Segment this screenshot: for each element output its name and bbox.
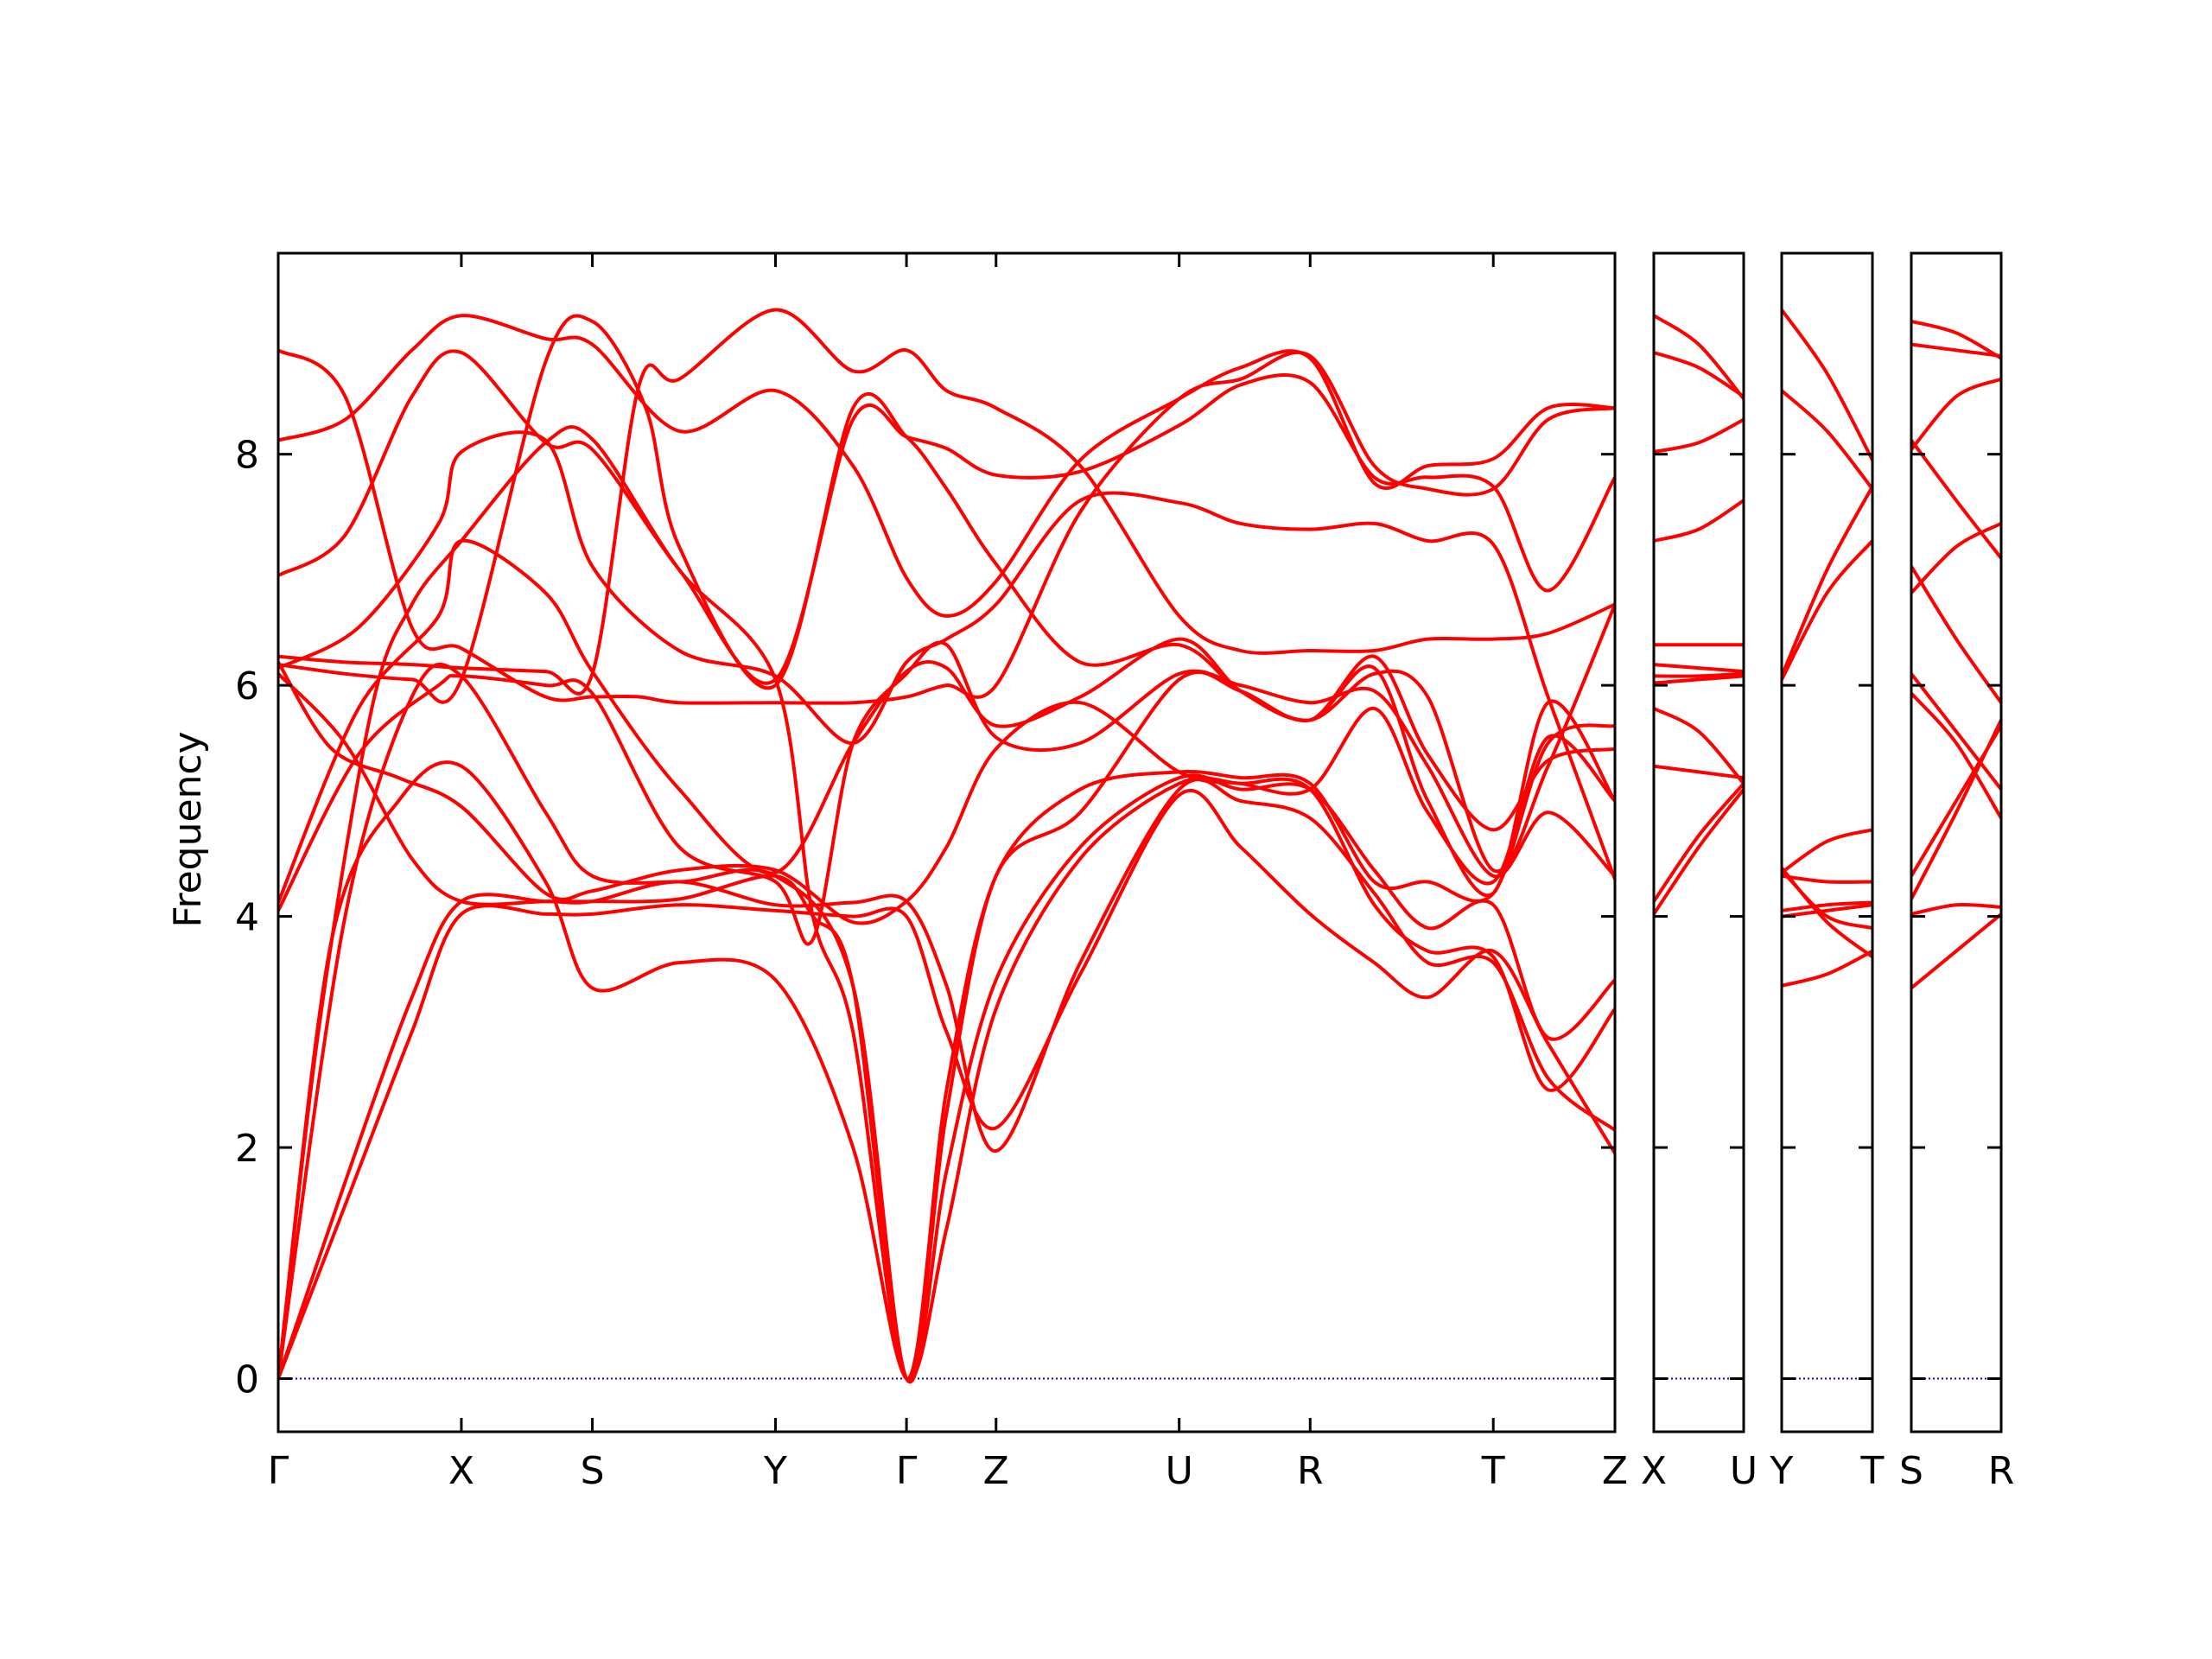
panel-1: 0 2 4 6 8 Γ X S Y Γ Z U R T Z xyxy=(235,251,1628,1493)
band-line-7 xyxy=(1782,867,1872,958)
x-tick-label: X xyxy=(448,1449,474,1493)
band-line-8 xyxy=(1782,539,1872,681)
x-tick-label: Z xyxy=(1602,1449,1628,1493)
band-line-13 xyxy=(278,348,1615,705)
band-line-1 xyxy=(1782,949,1872,988)
axes-frame xyxy=(1910,251,2003,1433)
band-line-14 xyxy=(278,308,1615,696)
band-line-10 xyxy=(1654,417,1744,454)
band-line-11 xyxy=(1782,308,1872,461)
x-tick-label: U xyxy=(1730,1449,1758,1493)
x-tick-label: Z xyxy=(983,1449,1009,1493)
band-line-11 xyxy=(1654,351,1744,398)
x-tick-label: X xyxy=(1641,1449,1667,1493)
y-tick-label: 0 xyxy=(235,1357,259,1402)
band-group xyxy=(1782,308,1872,988)
band-line-5 xyxy=(1654,674,1744,685)
x-tick-label: R xyxy=(1988,1449,2015,1493)
band-group xyxy=(278,308,1615,1384)
band-line-9 xyxy=(1911,377,2001,451)
band-line-2 xyxy=(278,778,1615,1380)
band-line-4 xyxy=(1782,874,1872,884)
band-line-5 xyxy=(1782,828,1872,874)
band-line-9 xyxy=(278,538,1615,904)
band-line-11 xyxy=(1911,342,2001,358)
axes-frame xyxy=(1780,251,1874,1433)
band-line-9 xyxy=(1654,499,1744,543)
y-tick-label: 8 xyxy=(235,434,259,478)
band-line-6 xyxy=(1654,671,1744,678)
x-tick-label: Y xyxy=(763,1449,787,1493)
band-line-10 xyxy=(1782,389,1872,491)
y-tick-label: 4 xyxy=(235,896,259,940)
band-line-1 xyxy=(1654,788,1744,916)
band-line-3 xyxy=(278,760,1615,1382)
band-line-3 xyxy=(1654,764,1744,780)
band-line-5 xyxy=(1911,692,2001,819)
band-line-10 xyxy=(1911,439,2001,560)
band-line-7 xyxy=(1911,522,2001,594)
band-line-15 xyxy=(278,314,1615,874)
band-line-12 xyxy=(1911,319,2001,360)
y-tick-label: 2 xyxy=(235,1127,259,1171)
band-line-10 xyxy=(278,430,1615,880)
band-line-8 xyxy=(1911,565,2001,704)
band-line-6 xyxy=(1911,672,2001,791)
x-tick-label: R xyxy=(1297,1449,1324,1493)
band-line-12 xyxy=(278,314,1615,618)
axes-frame xyxy=(1652,251,1745,1433)
band-line-2 xyxy=(1654,782,1744,903)
y-tick-label: 6 xyxy=(235,664,259,709)
x-tick-label: T xyxy=(1481,1449,1505,1493)
band-line-4 xyxy=(278,662,1615,1384)
x-tick-label: Γ xyxy=(896,1449,918,1493)
band-line-1 xyxy=(1911,912,2001,990)
x-tick-label: T xyxy=(1860,1449,1885,1493)
x-tick-label: S xyxy=(581,1449,605,1493)
band-line-7 xyxy=(1654,663,1744,674)
y-axis-label: Frequency xyxy=(166,731,210,927)
band-line-9 xyxy=(1782,486,1872,677)
x-tick-label: Γ xyxy=(268,1449,289,1493)
band-line-2 xyxy=(1911,902,2001,916)
x-tick-label: U xyxy=(1166,1449,1193,1493)
band-line-7 xyxy=(278,661,1615,925)
band-line-12 xyxy=(1654,314,1744,400)
band-group xyxy=(1654,314,1744,916)
axes-frame xyxy=(276,251,1617,1433)
band-line-3 xyxy=(1782,900,1872,912)
band-line-6 xyxy=(278,654,1615,1382)
band-line-4 xyxy=(1911,724,2001,877)
band-line-5 xyxy=(278,425,1615,1381)
x-tick-label: S xyxy=(1899,1449,1923,1493)
band-line-8 xyxy=(278,640,1615,946)
band-line-4 xyxy=(1654,707,1744,785)
x-tick-label: Y xyxy=(1770,1449,1794,1493)
band-group xyxy=(1911,319,2001,990)
